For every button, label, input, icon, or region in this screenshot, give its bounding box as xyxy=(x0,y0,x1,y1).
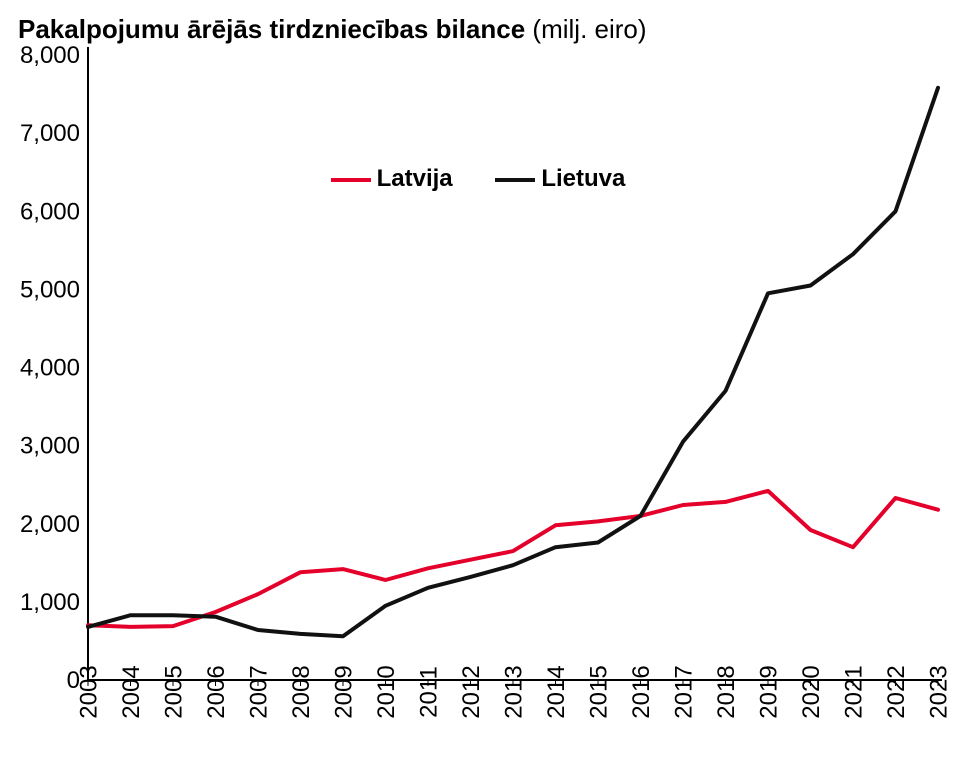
chart-svg: 01,0002,0003,0004,0005,0006,0007,0008,00… xyxy=(0,0,956,763)
svg-text:2007: 2007 xyxy=(245,665,272,718)
chart-container: Pakalpojumu ārējās tirdzniecības bilance… xyxy=(0,0,956,763)
svg-text:2021: 2021 xyxy=(840,665,867,718)
svg-text:5,000: 5,000 xyxy=(20,276,80,303)
svg-text:4,000: 4,000 xyxy=(20,355,80,382)
svg-text:2012: 2012 xyxy=(458,665,485,718)
svg-text:2013: 2013 xyxy=(500,665,527,718)
svg-text:8,000: 8,000 xyxy=(20,42,80,69)
svg-text:1,000: 1,000 xyxy=(20,589,80,616)
svg-text:2004: 2004 xyxy=(118,665,145,718)
svg-text:2018: 2018 xyxy=(713,665,740,718)
svg-text:2015: 2015 xyxy=(585,665,612,718)
svg-text:2,000: 2,000 xyxy=(20,511,80,538)
svg-text:2010: 2010 xyxy=(373,665,400,718)
svg-text:2017: 2017 xyxy=(670,665,697,718)
svg-text:2003: 2003 xyxy=(75,665,102,718)
svg-text:7,000: 7,000 xyxy=(20,120,80,147)
svg-text:2023: 2023 xyxy=(925,665,952,718)
svg-text:6,000: 6,000 xyxy=(20,198,80,225)
svg-text:3,000: 3,000 xyxy=(20,433,80,460)
svg-text:2011: 2011 xyxy=(415,666,442,718)
svg-text:2020: 2020 xyxy=(798,665,825,718)
svg-text:2014: 2014 xyxy=(543,665,570,718)
svg-text:2005: 2005 xyxy=(160,665,187,718)
svg-text:2009: 2009 xyxy=(330,665,357,718)
svg-text:2022: 2022 xyxy=(883,665,910,718)
svg-text:2019: 2019 xyxy=(755,665,782,718)
svg-text:2016: 2016 xyxy=(628,665,655,718)
svg-text:2008: 2008 xyxy=(288,665,315,718)
svg-text:2006: 2006 xyxy=(203,665,230,718)
